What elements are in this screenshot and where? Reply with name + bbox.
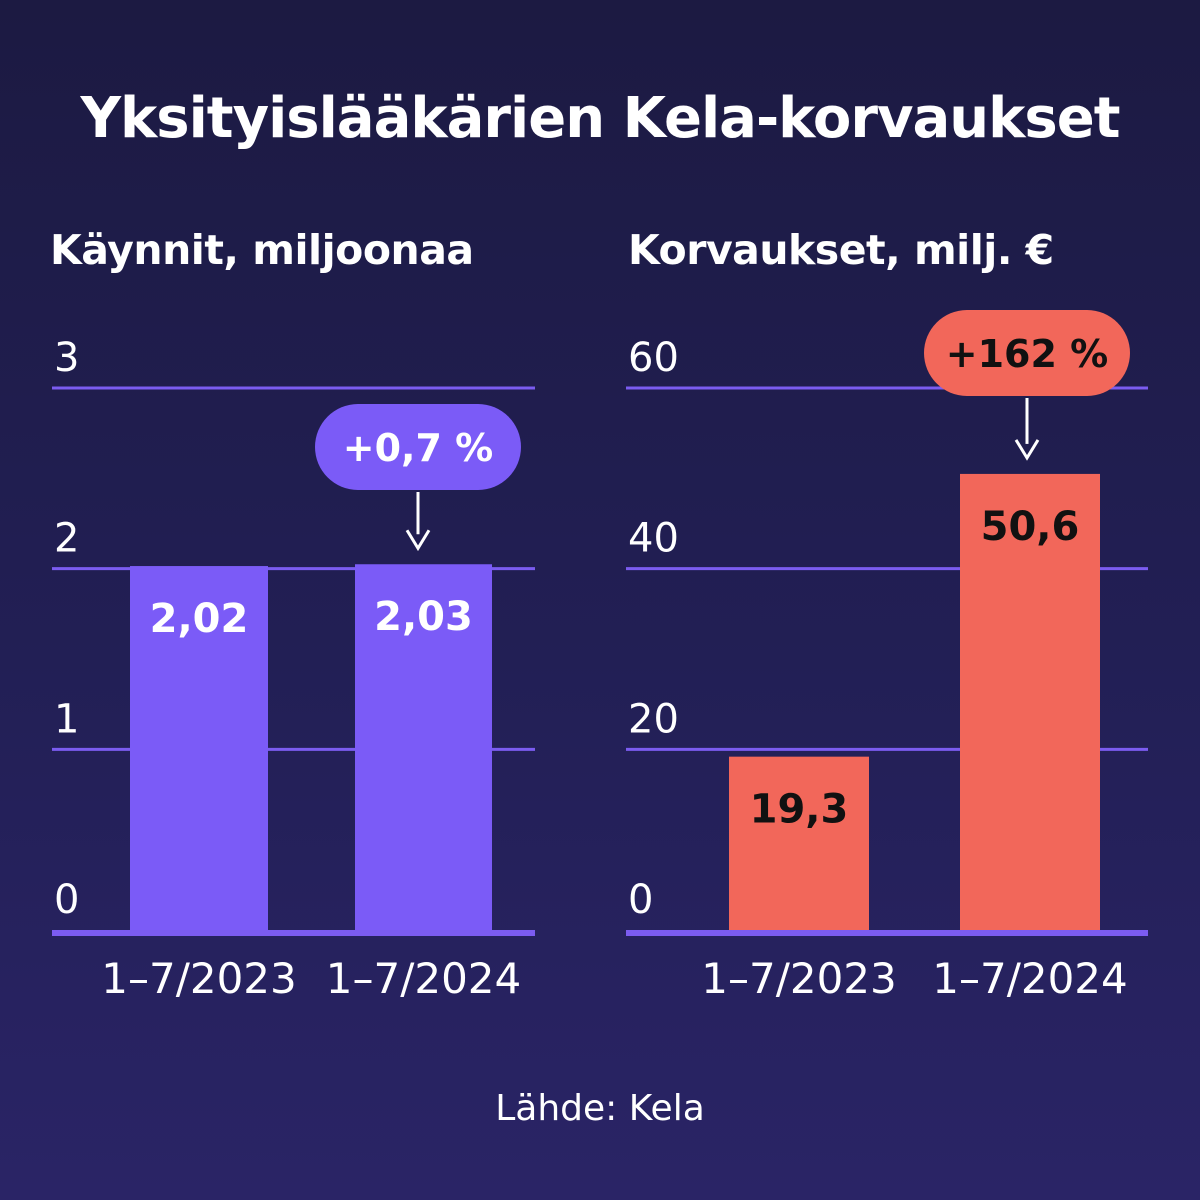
right-y-tick-label: 60 <box>628 335 679 381</box>
right-bar <box>729 756 869 931</box>
right-value-label: 50,6 <box>981 504 1080 550</box>
left-arrow-head-icon <box>405 529 431 552</box>
right-value-label: 19,3 <box>750 787 849 833</box>
right-chart-title: Korvaukset, milj. € <box>628 226 1054 274</box>
right-change-badge <box>924 310 1130 396</box>
source-note: Lähde: Kela <box>495 1088 705 1129</box>
left-category-label: 1–7/2023 <box>101 954 296 1003</box>
left-value-label: 2,03 <box>374 594 473 640</box>
left-chart-title: Käynnit, miljoonaa <box>50 226 474 274</box>
left-change-badge <box>315 404 521 490</box>
right-y-tick-label: 40 <box>628 516 679 562</box>
left-change-label: +0,7 % <box>343 426 493 470</box>
left-value-label: 2,02 <box>150 596 249 642</box>
right-bar <box>960 473 1100 931</box>
left-y-tick-label: 1 <box>54 696 79 742</box>
left-y-tick-label: 2 <box>54 516 79 562</box>
right-arrow-head-icon <box>1014 439 1040 461</box>
chart-title: Yksityislääkärien Kela-korvaukset <box>80 86 1120 151</box>
left-y-tick-label: 3 <box>54 335 79 381</box>
right-category-label: 1–7/2023 <box>701 954 896 1003</box>
right-y-tick-label: 0 <box>628 877 653 923</box>
right-y-tick-label: 20 <box>628 696 679 742</box>
right-category-label: 1–7/2024 <box>932 954 1127 1003</box>
left-category-label: 1–7/2024 <box>326 954 521 1003</box>
left-bar <box>130 566 268 931</box>
left-y-tick-label: 0 <box>54 877 79 923</box>
left-bar <box>355 564 492 931</box>
right-change-label: +162 % <box>946 332 1108 376</box>
